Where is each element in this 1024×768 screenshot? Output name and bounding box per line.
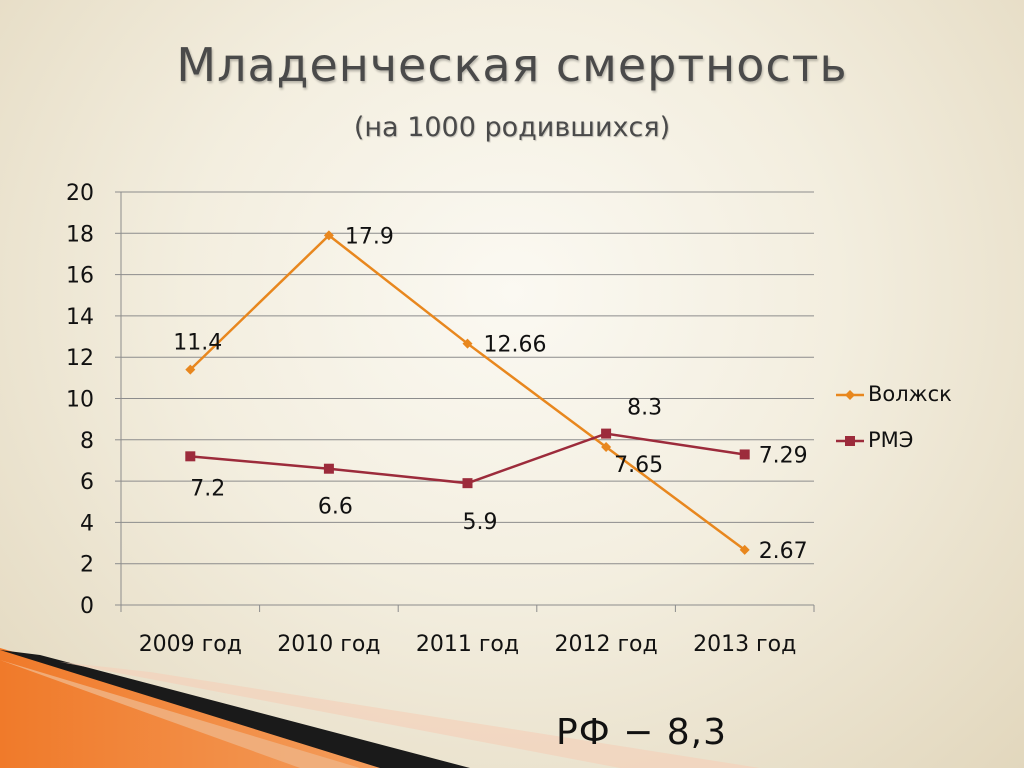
y-tick-label: 10	[66, 388, 94, 413]
data-point-marker	[601, 442, 612, 453]
data-label: 5.9	[463, 510, 498, 535]
x-tick-label: 2009 год	[139, 632, 242, 657]
data-label: 7.2	[190, 476, 225, 501]
line-chart: 0 2 4 6 8 10 12 14 16 18 20 2009 год 2010 год 2011 го…	[66, 181, 952, 657]
y-tick-label: 2	[80, 553, 94, 578]
legend-marker	[845, 436, 855, 446]
data-point-marker	[462, 478, 473, 489]
data-point-marker	[739, 449, 750, 460]
x-tick-label: 2012 год	[554, 632, 657, 657]
y-tick-label: 8	[80, 429, 94, 454]
chart-grid	[121, 191, 814, 565]
data-label: 11.4	[173, 331, 222, 356]
data-label: 8.3	[627, 396, 662, 421]
data-point-marker	[185, 451, 196, 462]
data-label: 12.66	[484, 333, 547, 358]
data-point-marker	[323, 230, 334, 241]
slide-title: Младенческая смертность	[176, 38, 848, 92]
data-label: 7.29	[759, 443, 808, 468]
x-tick-label: 2010 год	[277, 632, 380, 657]
data-label: 2.67	[759, 539, 808, 564]
x-tick-label: 2013 год	[693, 632, 796, 657]
data-point-marker	[601, 428, 612, 439]
y-tick-label: 14	[66, 305, 94, 330]
y-tick-label: 12	[66, 346, 94, 371]
chart-legend: Волжск РМЭ	[836, 382, 952, 452]
data-label: 17.9	[345, 224, 394, 249]
legend-label: Волжск	[868, 382, 952, 406]
y-tick-label: 4	[80, 511, 94, 536]
y-tick-label: 20	[66, 181, 94, 206]
y-tick-label: 18	[66, 222, 94, 247]
series-line-volzhsk	[189, 233, 746, 551]
data-label: 7.65	[614, 453, 663, 478]
y-tick-label: 6	[80, 470, 94, 495]
data-label: 6.6	[318, 495, 353, 520]
data-point-marker	[462, 338, 473, 349]
y-tick-label: 16	[66, 264, 94, 289]
legend-label: РМЭ	[868, 428, 913, 452]
legend-marker	[845, 390, 855, 400]
slide-subtitle: (на 1000 родившихся)	[353, 112, 671, 143]
footer-note: РФ − 8,3	[556, 712, 728, 753]
chart-axes: 0 2 4 6 8 10 12 14 16 18 20 2009 год 2010 год 2011 го…	[66, 181, 815, 657]
data-point-marker	[185, 364, 196, 375]
x-tick-label: 2011 год	[416, 632, 519, 657]
data-point-marker	[323, 463, 334, 474]
data-point-marker	[739, 544, 750, 555]
y-tick-label: 0	[80, 594, 94, 619]
chart-series: 11.4 17.9 12.66 7.65 2.67 7.2 6.6 5.9 8.3 7.29	[173, 224, 807, 563]
